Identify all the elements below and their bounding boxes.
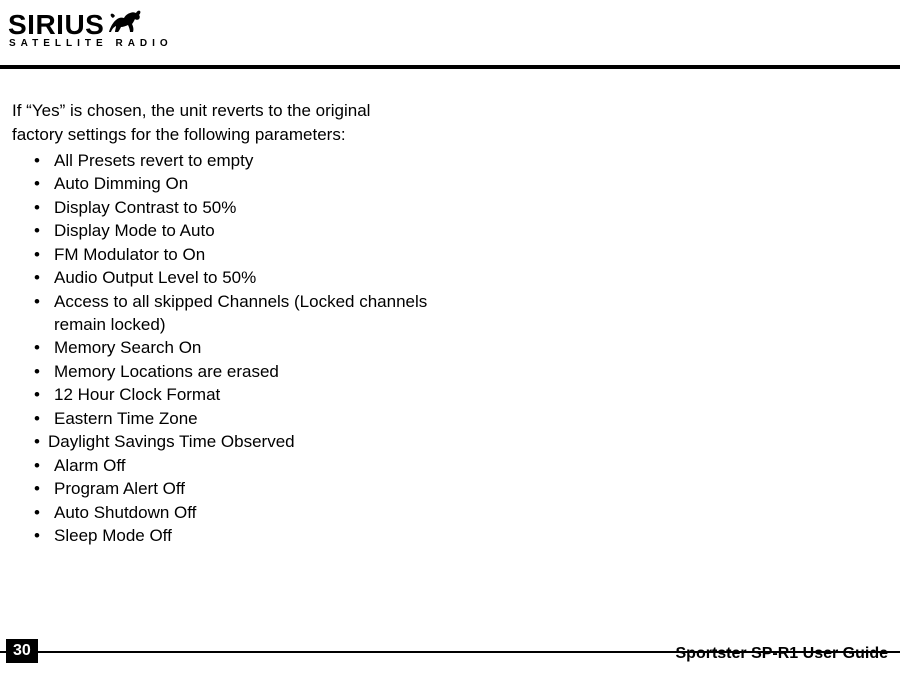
list-item: Memory Locations are erased — [34, 360, 480, 383]
intro-line-2: factory settings for the following param… — [12, 125, 346, 144]
list-item: Display Mode to Auto — [34, 219, 480, 242]
dog-icon — [106, 6, 144, 36]
brand-logo: SIRIUS SATELLITE RADIO — [8, 12, 173, 49]
brand-name: SIRIUS — [8, 12, 104, 37]
list-item: Auto Dimming On — [34, 172, 480, 195]
list-item: Auto Shutdown Off — [34, 501, 480, 524]
page-number: 30 — [6, 639, 38, 663]
list-item: Audio Output Level to 50% — [34, 266, 480, 289]
intro-text: If “Yes” is chosen, the unit reverts to … — [12, 99, 480, 147]
guide-title: Sportster SP-R1 User Guide — [676, 645, 889, 663]
list-item: Daylight Savings Time Observed — [34, 430, 480, 453]
list-item: Sleep Mode Off — [34, 524, 480, 547]
list-item: 12 Hour Clock Format — [34, 383, 480, 406]
page-header: SIRIUS SATELLITE RADIO — [0, 0, 900, 51]
list-item: Memory Search On — [34, 336, 480, 359]
parameter-list: All Presets revert to empty Auto Dimming… — [12, 149, 480, 548]
list-item: Alarm Off — [34, 454, 480, 477]
list-item: Access to all skipped Channels (Locked c… — [34, 290, 480, 337]
list-item: All Presets revert to empty — [34, 149, 480, 172]
list-item: Eastern Time Zone — [34, 407, 480, 430]
list-item: FM Modulator to On — [34, 243, 480, 266]
list-item: Program Alert Off — [34, 477, 480, 500]
intro-line-1: If “Yes” is chosen, the unit reverts to … — [12, 101, 370, 120]
page-content: If “Yes” is chosen, the unit reverts to … — [0, 69, 480, 547]
list-item: Display Contrast to 50% — [34, 196, 480, 219]
brand-tagline: SATELLITE RADIO — [8, 38, 173, 49]
